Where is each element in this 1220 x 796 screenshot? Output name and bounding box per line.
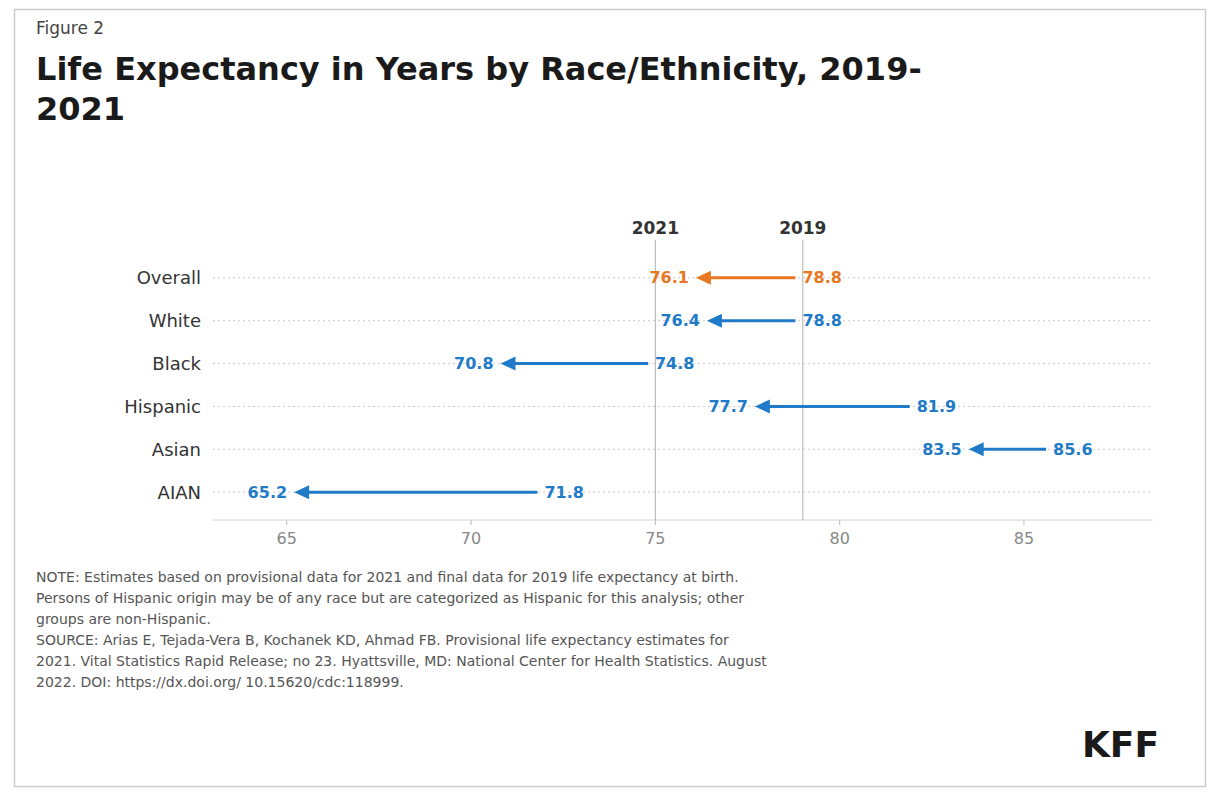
category-label: Asian [152,439,201,460]
column-header: 2019 [779,218,826,238]
grid-line [213,406,1153,407]
category-label: Black [152,353,201,374]
logo: KFF [1082,724,1159,765]
data-label: 70.8 [454,354,493,373]
data-label: 83.5 [922,440,961,459]
title-line: 2021 [36,90,125,128]
category-label: White [149,310,201,331]
note: NOTE: Estimates based on provisional dat… [36,569,767,690]
data-label: 78.8 [802,268,841,287]
note-line: 2021. Vital Statistics Rapid Release; no… [36,653,767,669]
data-label: 77.7 [708,397,747,416]
note-line: SOURCE: Arias E, Tejada-Vera B, Kochanek… [36,632,729,648]
data-label: 85.6 [1053,440,1092,459]
arrow-head [707,314,722,328]
data-label: 78.8 [802,311,841,330]
data-label: 76.1 [649,268,688,287]
category-label: Overall [137,267,201,288]
x-tick [655,520,656,525]
x-tick-label: 85 [1014,529,1034,548]
data-label: 81.9 [917,397,956,416]
note-line: groups are non-Hispanic. [36,611,211,627]
x-tick-label: 80 [829,529,849,548]
title-line: Life Expectancy in Years by Race/Ethnici… [36,50,922,88]
chart: Figure 2 Life Expectancy in Years by Race… [0,0,1220,796]
note-line: 2022. DOI: https://dx.doi.org/ 10.15620/… [36,674,404,690]
arrow-shaft [719,319,795,322]
arrow-shaft [708,276,796,279]
note-line: Persons of Hispanic origin may be of any… [36,590,744,606]
note-line: NOTE: Estimates based on provisional dat… [36,569,739,585]
arrow-head [755,399,770,413]
title: Life Expectancy in Years by Race/Ethnici… [36,50,922,128]
arrow-head [501,357,516,371]
figure-label: Figure 2 [36,18,104,38]
x-tick [471,520,472,525]
x-tick [1023,520,1024,525]
x-tick-label: 65 [277,529,297,548]
data-label: 76.4 [660,311,699,330]
grid-line [213,449,1153,450]
x-tick-label: 70 [461,529,481,548]
grid-line [213,492,1153,493]
arrow-head [969,442,984,456]
background [0,0,1220,796]
border [15,10,1206,787]
marks [294,271,1046,499]
data-label: 65.2 [248,483,287,502]
x-tick [839,520,840,525]
arrow-shaft [767,405,910,408]
arrow-shaft [513,362,648,365]
category-label: Hispanic [124,396,201,417]
column-header: 2021 [632,218,679,238]
arrow-shaft [306,491,537,494]
x-axis-line [213,520,1153,521]
x-tick-label: 75 [645,529,665,548]
data-label: 74.8 [655,354,694,373]
data-label: 71.8 [544,483,583,502]
data-labels: 76.1 78.8 76.4 78.8 70.8 74.8 77.7 81.9 83.5 85.6… [248,268,1093,501]
x-tick [286,520,287,525]
category-label: AIAN [158,482,201,503]
arrow-head [696,271,711,285]
arrow-shaft [981,448,1046,451]
arrow-head [294,485,309,499]
